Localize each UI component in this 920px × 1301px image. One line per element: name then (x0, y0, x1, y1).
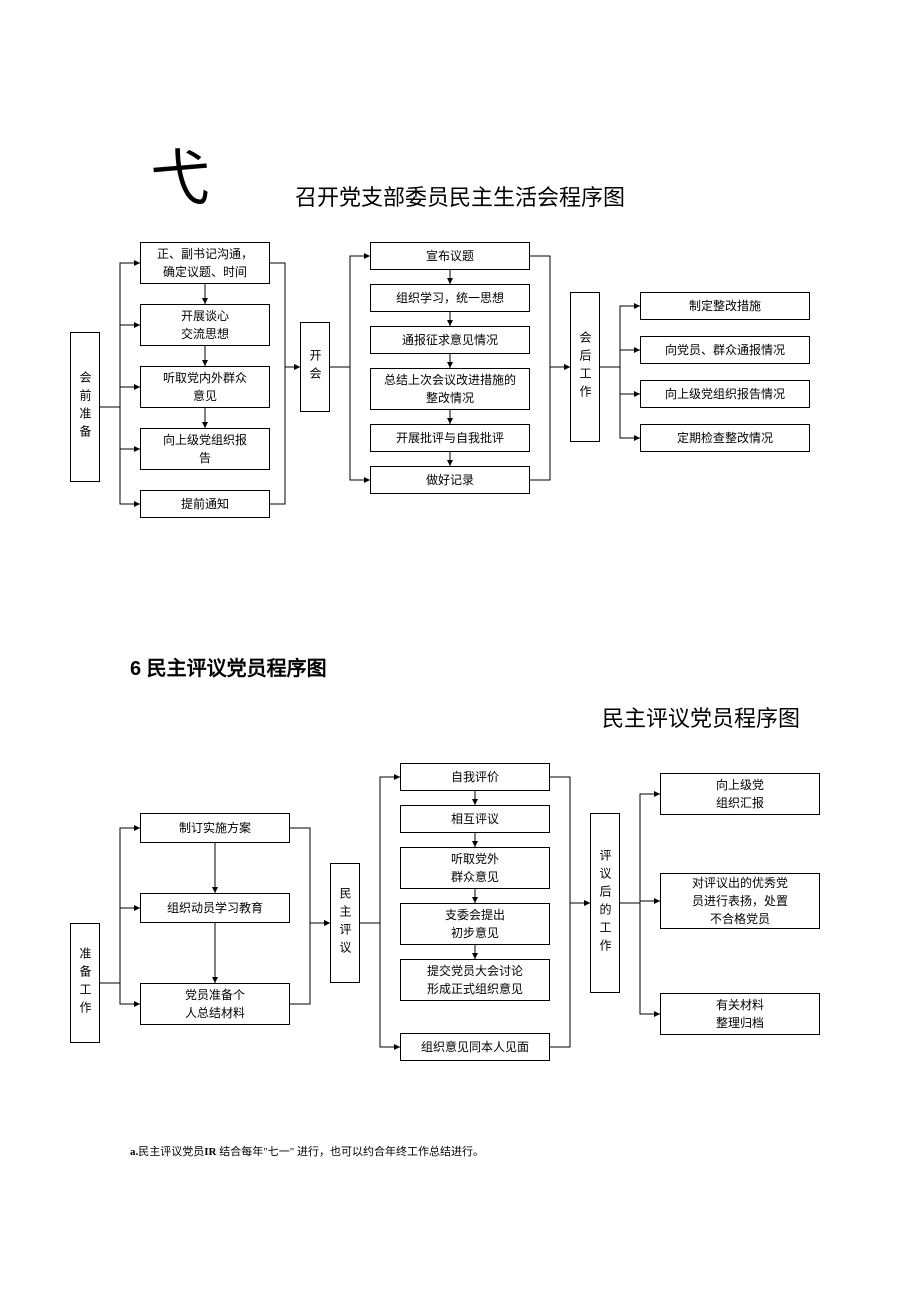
node-eval: 民主评议 (330, 863, 360, 983)
page: 弋 召开党支部委员民主生活会程序图 会前准备正、副书记沟通， 确定议题、时间开展… (0, 0, 920, 1199)
footnote-a: a. (130, 1146, 138, 1158)
node-prep: 准备工作 (70, 923, 100, 1043)
node-q2: 组织动员学习教育 (140, 893, 290, 923)
chart2-title: 民主评议党员程序图 (60, 701, 860, 733)
node-m5: 开展批评与自我批评 (370, 424, 530, 452)
node-p1: 正、副书记沟通， 确定议题、时间 (140, 242, 270, 284)
node-q1: 制订实施方案 (140, 813, 290, 843)
node-a4: 定期检查整改情况 (640, 424, 810, 452)
footnote-mid: 民主评议党员 (138, 1146, 204, 1158)
footnote-rest: 结合每年"七一" 进行，也可以约合年终工作总结进行。 (216, 1146, 483, 1158)
footnote: a.民主评议党员IR 结合每年"七一" 进行，也可以约合年终工作总结进行。 (130, 1143, 860, 1159)
node-p3: 听取党内外群众 意见 (140, 366, 270, 408)
node-e6: 组织意见同本人见面 (400, 1033, 550, 1061)
node-r3: 有关材料 整理归档 (660, 993, 820, 1035)
node-a2: 向党员、群众通报情况 (640, 336, 810, 364)
chart1-title: 召开党支部委员民主生活会程序图 (60, 180, 860, 212)
node-e5: 提交党员大会讨论 形成正式组织意见 (400, 959, 550, 1001)
node-meet: 开会 (300, 322, 330, 412)
node-e4: 支委会提出 初步意见 (400, 903, 550, 945)
footnote-ir: IR (204, 1146, 216, 1158)
node-m3: 通报征求意见情况 (370, 326, 530, 354)
chart2-canvas: 准备工作 制订实施方案组织动员学习教育党员准备个 人总结材料 民主评议 自我评价相互评… (70, 753, 850, 1133)
node-q3: 党员准备个 人总结材料 (140, 983, 290, 1025)
node-aft: 评议后的工作 (590, 813, 620, 993)
node-m4: 总结上次会议改进措施的 整改情况 (370, 368, 530, 410)
node-e3: 听取党外 群众意见 (400, 847, 550, 889)
node-pre: 会前准备 (70, 332, 100, 482)
chart2-area: 民主评议党员程序图 准备工作 制订实施方案组织动员学习教育党员准备个 人总结材料民… (60, 701, 860, 1133)
node-r1: 向上级党 组织汇报 (660, 773, 820, 815)
node-m1: 宣布议题 (370, 242, 530, 270)
node-e2: 相互评议 (400, 805, 550, 833)
section2-heading: 6 民主评议党员程序图 (130, 652, 860, 681)
node-post: 会后工作 (570, 292, 600, 442)
chart1-area: 召开党支部委员民主生活会程序图 会前准备 正、副书记沟通， 确定议题、时间开展谈心… (60, 180, 860, 572)
node-p4: 向上级党组织报 告 (140, 428, 270, 470)
node-p5: 提前通知 (140, 490, 270, 518)
chart1-canvas: 会前准备正、副书记沟通， 确定议题、时间开展谈心 交流思想听取党内外群众 意见向… (70, 232, 850, 572)
node-p2: 开展谈心 交流思想 (140, 304, 270, 346)
node-a3: 向上级党组织报告情况 (640, 380, 810, 408)
node-e1: 自我评价 (400, 763, 550, 791)
node-a1: 制定整改措施 (640, 292, 810, 320)
node-m2: 组织学习，统一思想 (370, 284, 530, 312)
node-r2: 对评议出的优秀党 员进行表扬，处置 不合格党员 (660, 873, 820, 929)
node-m6: 做好记录 (370, 466, 530, 494)
